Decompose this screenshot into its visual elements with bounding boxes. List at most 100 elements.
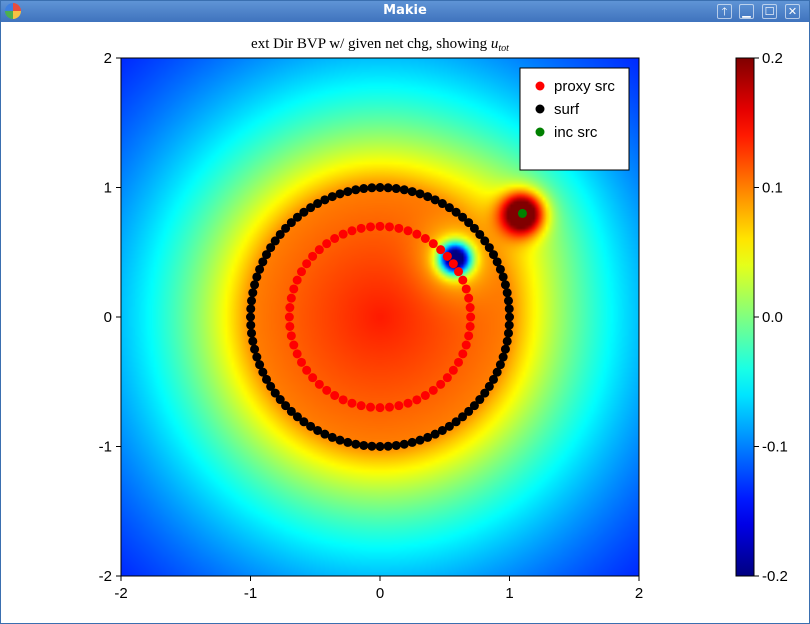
- surf-point: [335, 435, 345, 445]
- surf-point: [492, 257, 502, 267]
- x-tick-label: 2: [635, 585, 643, 602]
- surf-point: [250, 344, 260, 354]
- proxy-src-point: [308, 251, 318, 261]
- proxy-src-point: [384, 402, 394, 412]
- proxy-src-point: [436, 245, 446, 255]
- surf-point: [495, 360, 505, 370]
- surf-point: [480, 236, 490, 246]
- surf-point: [451, 207, 461, 217]
- surf-point: [351, 185, 361, 195]
- close-button[interactable]: ✕: [785, 4, 800, 19]
- arrow-up-icon: 🡑: [721, 5, 728, 18]
- minimize-icon: ▁: [742, 5, 751, 18]
- legend-marker: [535, 127, 545, 137]
- surf-point: [262, 250, 272, 260]
- y-tick-label: -1: [99, 439, 112, 456]
- surf-point: [250, 280, 260, 290]
- surf-point: [423, 432, 433, 442]
- proxy-src-point: [296, 267, 306, 277]
- surf-point: [407, 187, 417, 197]
- surf-point: [343, 437, 353, 447]
- proxy-src-point: [448, 259, 458, 269]
- surf-point: [484, 243, 494, 253]
- surf-point: [475, 229, 485, 239]
- surf-point: [458, 212, 468, 222]
- surf-point: [451, 417, 461, 427]
- window-title: Makie: [383, 3, 427, 18]
- proxy-src-point: [322, 239, 332, 249]
- surf-point: [266, 243, 276, 253]
- surf-point: [246, 304, 256, 314]
- proxy-src-point: [347, 226, 357, 236]
- surf-point: [504, 320, 514, 330]
- proxy-src-point: [347, 398, 357, 408]
- proxy-src-point: [289, 340, 299, 350]
- surf-point: [498, 272, 508, 282]
- surf-point: [502, 288, 512, 298]
- proxy-src-point: [458, 349, 468, 359]
- surf-point: [299, 207, 309, 217]
- colorbar: -0.2 -0.1 0.0 0.1 0.2: [735, 50, 788, 585]
- proxy-src-point: [465, 321, 475, 331]
- inc-src-point: [517, 208, 527, 218]
- y-tick-label: 0: [104, 309, 112, 326]
- surf-point: [306, 203, 316, 213]
- proxy-src-point: [314, 379, 324, 389]
- surf-point: [327, 192, 337, 202]
- proxy-src-point: [442, 251, 452, 261]
- surf-point: [299, 417, 309, 427]
- proxy-src-point: [296, 357, 306, 367]
- surf-point: [246, 312, 255, 322]
- keep-above-button[interactable]: 🡑: [717, 4, 732, 19]
- y-tick-label: -2: [99, 568, 112, 585]
- legend-label: inc src: [554, 124, 598, 141]
- proxy-src-point: [394, 223, 404, 233]
- proxy-src-point: [412, 229, 422, 239]
- surf-point: [248, 336, 258, 346]
- maximize-button[interactable]: ☐: [762, 4, 777, 19]
- surf-point: [444, 203, 454, 213]
- surf-point: [252, 352, 262, 362]
- surf-point: [270, 236, 280, 246]
- surf-point: [262, 374, 272, 384]
- surf-point: [320, 195, 330, 205]
- surf-point: [313, 199, 323, 209]
- colorbar-tick-label: 0.1: [762, 180, 783, 197]
- surf-point: [367, 441, 377, 451]
- proxy-src-point: [464, 293, 474, 303]
- proxy-src-point: [289, 284, 299, 294]
- proxy-src-point: [466, 312, 476, 322]
- legend-marker: [535, 81, 545, 91]
- surf-point: [270, 388, 280, 398]
- surf-point: [464, 218, 474, 228]
- proxy-src-point: [338, 229, 348, 239]
- proxy-src-point: [292, 349, 302, 359]
- proxy-src-point: [286, 293, 296, 303]
- proxy-src-point: [420, 233, 430, 243]
- proxy-src-point: [366, 222, 376, 232]
- surf-point: [248, 288, 258, 298]
- proxy-src-point: [356, 223, 366, 233]
- y-tick-label: 2: [104, 50, 112, 67]
- surf-point: [383, 183, 393, 193]
- titlebar[interactable]: Makie 🡑 ▁ ☐ ✕: [1, 1, 809, 22]
- surf-point: [375, 183, 385, 192]
- legend-label: surf: [554, 101, 580, 118]
- proxy-src-point: [458, 275, 468, 285]
- surf-point: [437, 425, 447, 435]
- proxy-src-point: [384, 222, 394, 232]
- proxy-src-point: [292, 275, 302, 285]
- proxy-src-point: [322, 385, 332, 395]
- y-tick-label: 1: [104, 180, 112, 197]
- surf-point: [275, 395, 285, 405]
- surf-point: [469, 401, 479, 411]
- makie-app-icon: [5, 3, 21, 19]
- proxy-src-point: [338, 395, 348, 405]
- minimize-button[interactable]: ▁: [739, 4, 754, 19]
- surf-point: [437, 199, 447, 209]
- surf-point: [313, 425, 323, 435]
- surf-point: [292, 212, 302, 222]
- close-icon: ✕: [787, 5, 798, 18]
- surf-point: [444, 421, 454, 431]
- surf-point: [423, 192, 433, 202]
